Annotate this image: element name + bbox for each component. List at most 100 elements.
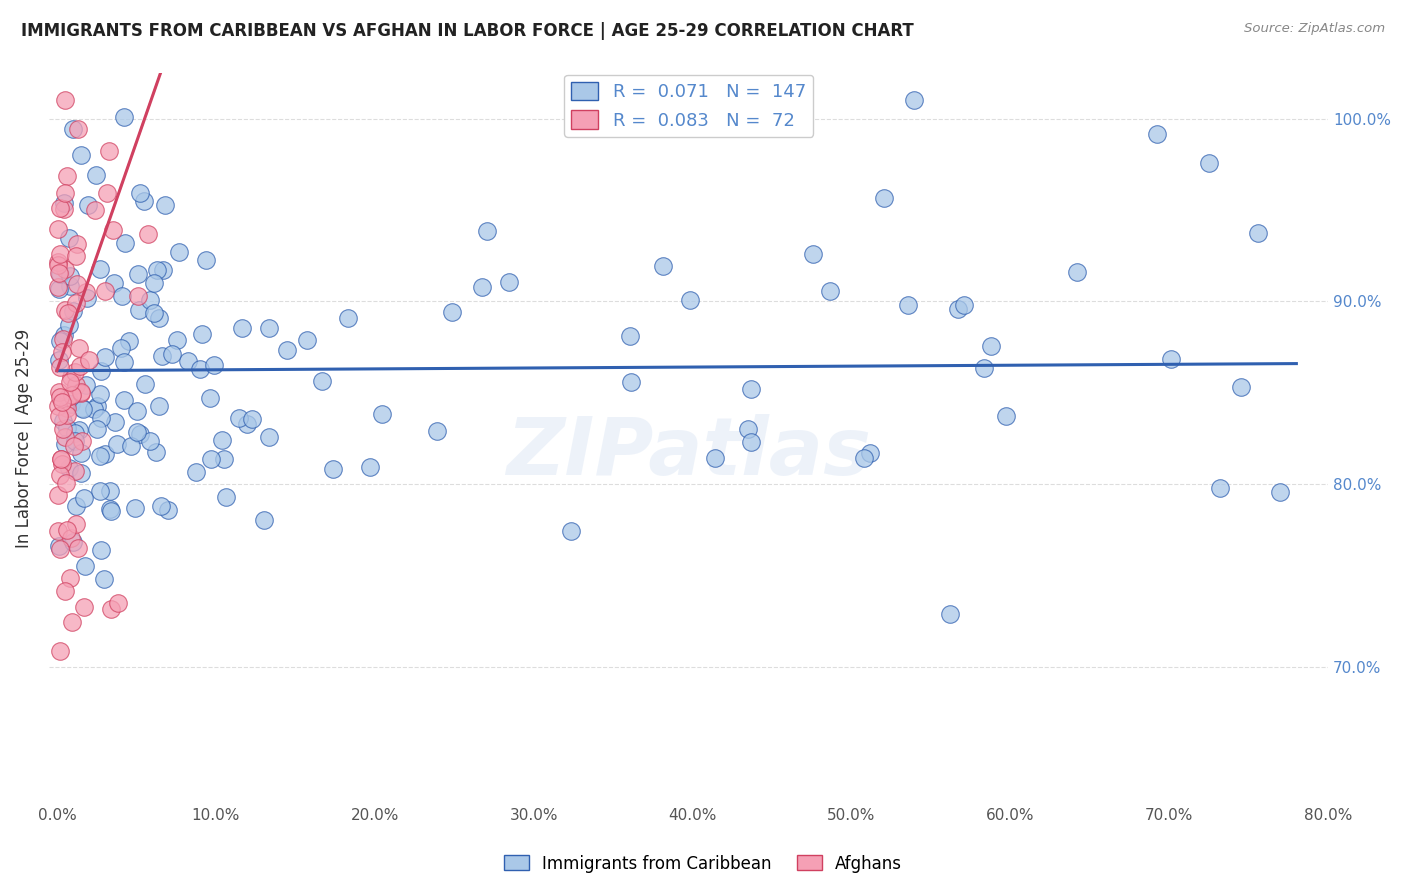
Point [70, 434, 93, 449]
Point [70, 385, 93, 400]
Point [818, 284, 841, 298]
Point [257, 430, 280, 444]
Point [94, 447, 117, 461]
Point [56, 523, 79, 537]
Point [214, 490, 236, 504]
Point [100, 504, 122, 518]
Point [952, 297, 974, 311]
Point [53, 94, 76, 108]
Point [139, 434, 162, 448]
Point [53, 302, 76, 317]
Point [1198, 156, 1220, 170]
Point [83, 401, 105, 416]
Point [872, 191, 894, 205]
Point [53, 262, 76, 277]
Point [86, 422, 108, 436]
Point [995, 409, 1018, 424]
Point [48, 384, 70, 399]
Point [48, 266, 70, 280]
Point [200, 392, 222, 406]
Point [49, 267, 72, 281]
Point [214, 451, 236, 466]
Legend: Immigrants from Caribbean, Afghans: Immigrants from Caribbean, Afghans [498, 848, 908, 880]
Point [65, 277, 87, 291]
Point [1247, 227, 1270, 241]
Point [148, 399, 170, 413]
Point [65, 434, 87, 449]
Point [59, 279, 82, 293]
Point [46, 258, 69, 272]
Point [129, 186, 152, 200]
Point [59, 370, 82, 384]
Point [371, 407, 394, 421]
Point [51, 345, 73, 359]
Point [136, 227, 159, 241]
Point [112, 110, 135, 124]
Point [704, 451, 727, 466]
Point [49, 201, 72, 215]
Point [100, 602, 122, 616]
Point [77, 353, 100, 368]
Point [127, 268, 149, 282]
Point [1229, 380, 1251, 394]
Point [145, 444, 167, 458]
Point [55, 401, 77, 415]
Point [56, 408, 79, 422]
Point [973, 360, 995, 375]
Point [76, 291, 98, 305]
Point [73, 599, 96, 614]
Point [149, 499, 172, 513]
Point [477, 224, 499, 238]
Point [125, 425, 148, 439]
Point [740, 434, 762, 449]
Point [114, 235, 136, 250]
Point [1146, 127, 1168, 141]
Point [62, 535, 84, 549]
Point [67, 341, 90, 355]
Point [336, 311, 359, 326]
Point [90, 543, 112, 558]
Point [139, 293, 162, 307]
Point [740, 382, 762, 396]
Point [124, 501, 146, 516]
Point [58, 231, 80, 245]
Point [70, 401, 93, 415]
Point [52, 332, 75, 346]
Point [134, 194, 156, 209]
Point [231, 321, 253, 335]
Point [63, 365, 86, 379]
Point [48, 352, 70, 367]
Point [94, 284, 117, 298]
Point [56, 306, 79, 320]
Point [46, 524, 69, 538]
Point [56, 390, 79, 404]
Point [120, 438, 142, 452]
Point [167, 245, 190, 260]
Y-axis label: In Labor Force | Age 25-29: In Labor Force | Age 25-29 [15, 328, 32, 548]
Point [48, 539, 70, 553]
Point [980, 339, 1002, 353]
Point [46, 488, 69, 502]
Point [118, 334, 141, 348]
Point [48, 334, 70, 349]
Point [63, 426, 86, 441]
Point [157, 503, 180, 517]
Point [59, 375, 82, 389]
Point [152, 350, 174, 364]
Point [48, 409, 70, 424]
Point [53, 584, 76, 599]
Point [191, 327, 214, 342]
Point [111, 288, 134, 302]
Point [65, 295, 87, 310]
Point [105, 437, 128, 451]
Point [252, 513, 274, 527]
Point [801, 247, 824, 261]
Point [152, 263, 174, 277]
Point [53, 196, 76, 211]
Point [49, 644, 72, 658]
Point [76, 198, 98, 212]
Point [89, 483, 111, 498]
Point [228, 411, 250, 425]
Point [69, 359, 91, 373]
Point [51, 395, 73, 409]
